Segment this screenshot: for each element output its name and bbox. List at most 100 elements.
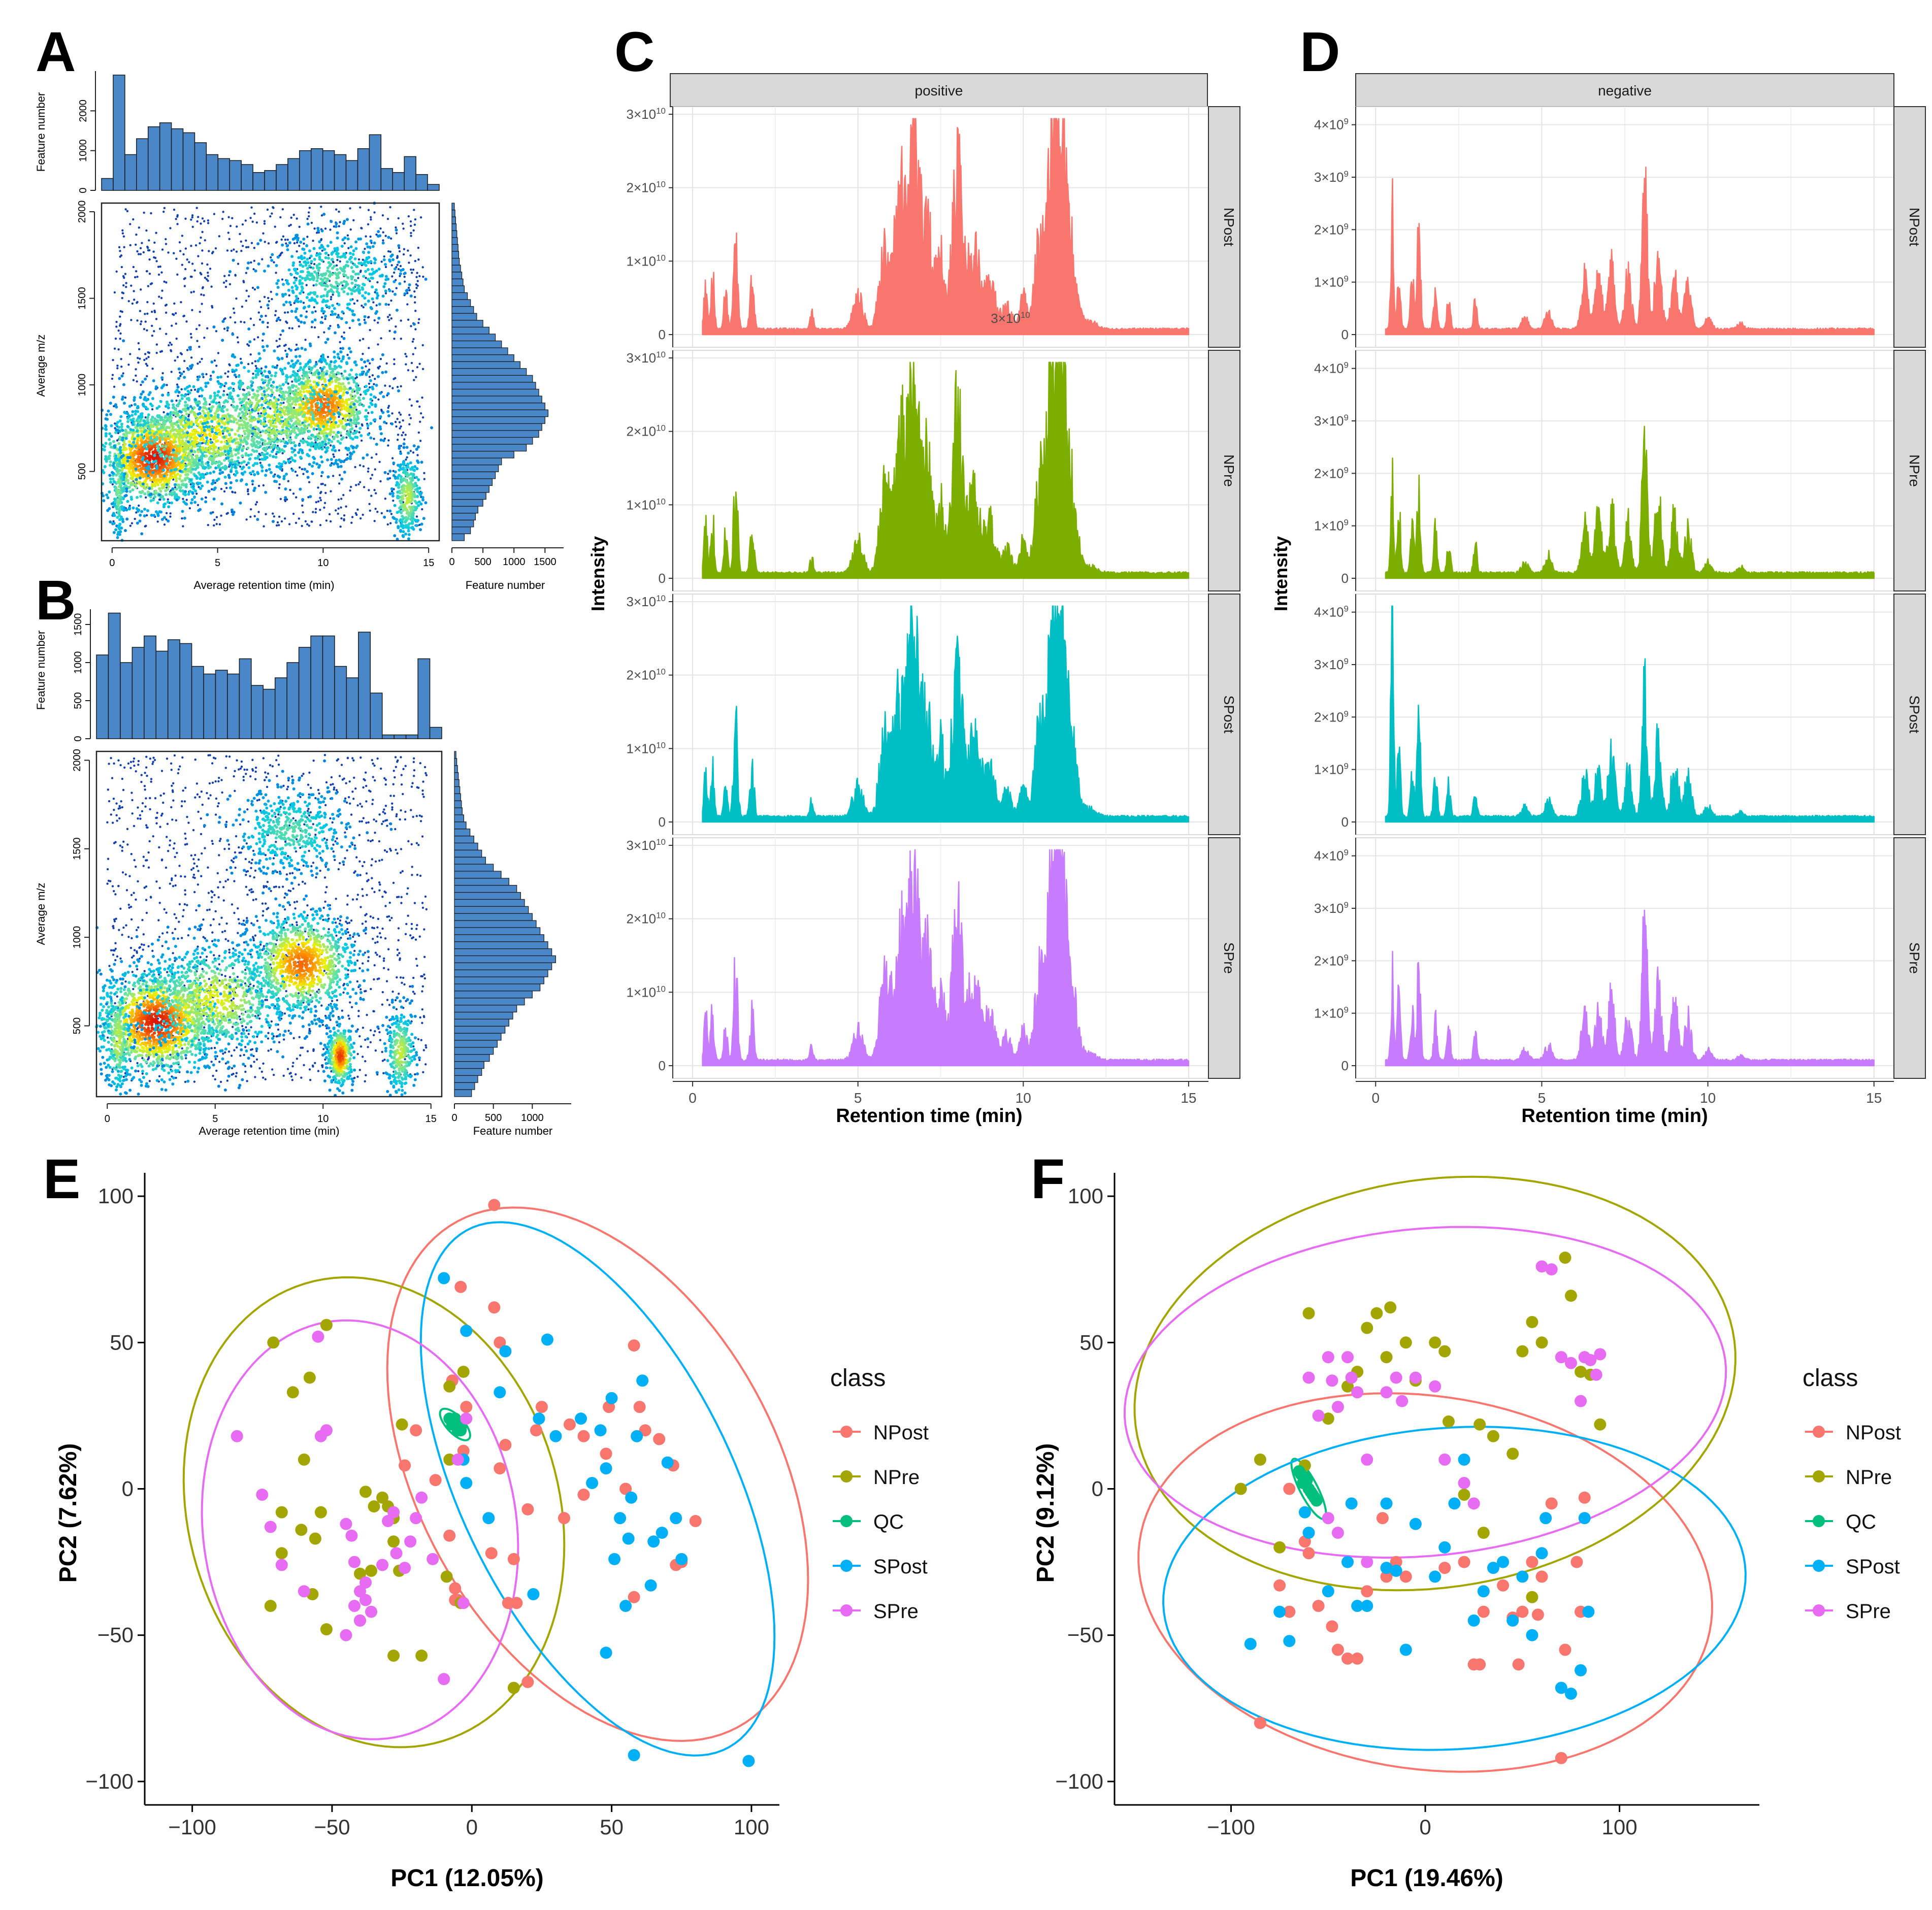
feature-point (349, 457, 352, 460)
feature-point (223, 426, 226, 430)
feature-point (308, 481, 311, 483)
feature-point (155, 351, 158, 354)
feature-point (278, 483, 281, 486)
feature-point (356, 411, 359, 415)
feature-point (212, 453, 216, 456)
feature-point (188, 507, 191, 510)
feature-point (421, 368, 424, 370)
feature-point (232, 382, 236, 385)
feature-point (220, 487, 223, 490)
feature-point (117, 432, 120, 435)
feature-point (373, 418, 377, 421)
feature-point (266, 406, 270, 409)
feature-point (137, 253, 140, 255)
feature-point (166, 467, 169, 470)
top-hist-bar (287, 158, 300, 191)
feature-point (279, 403, 282, 407)
feature-point (308, 379, 312, 383)
feature-point (204, 403, 208, 406)
feature-point (186, 473, 189, 476)
feature-point (234, 491, 237, 494)
feature-point (153, 311, 156, 314)
feature-point (197, 504, 200, 506)
feature-point (182, 492, 185, 496)
feature-point (166, 402, 169, 405)
feature-point (132, 441, 136, 444)
feature-point (176, 273, 179, 276)
feature-point (306, 470, 309, 473)
feature-point (230, 470, 233, 473)
feature-point (325, 413, 329, 417)
feature-point (119, 250, 121, 252)
feature-point (339, 465, 343, 468)
feature-point (248, 411, 252, 415)
feature-point (240, 406, 244, 409)
feature-point (293, 276, 296, 279)
feature-point (203, 398, 207, 401)
feature-point (185, 412, 188, 416)
feature-point (354, 373, 358, 376)
feature-point (314, 508, 317, 510)
feature-point (104, 442, 108, 445)
feature-point (224, 372, 226, 375)
feature-point (393, 337, 396, 340)
feature-point (332, 475, 335, 477)
feature-point (140, 433, 144, 437)
feature-point (131, 420, 135, 423)
top-hist-bar (264, 170, 277, 191)
feature-point (194, 454, 198, 458)
feature-point (348, 451, 352, 455)
feature-point (306, 476, 310, 479)
feature-point (320, 316, 323, 319)
feature-point (354, 512, 357, 515)
feature-point (362, 465, 365, 468)
feature-point (342, 391, 346, 394)
feature-point (160, 474, 163, 477)
feature-point (323, 380, 327, 383)
feature-point (173, 483, 177, 486)
feature-point (305, 310, 308, 313)
feature-point (266, 208, 269, 211)
feature-point (379, 227, 382, 230)
panel-letter-a: A (36, 21, 76, 83)
feature-point (168, 455, 172, 459)
feature-point (165, 425, 169, 429)
feature-point (163, 502, 167, 506)
feature-point (222, 452, 225, 456)
feature-point (184, 464, 188, 468)
feature-point (365, 235, 367, 238)
feature-point (133, 403, 137, 406)
feature-point (390, 490, 394, 493)
feature-point (160, 386, 163, 389)
feature-point (183, 376, 186, 379)
feature-point (343, 370, 347, 373)
feature-point (122, 433, 126, 436)
feature-point (144, 480, 147, 483)
feature-point (253, 247, 256, 249)
feature-point (192, 406, 196, 410)
right-hist-bar (451, 334, 496, 342)
feature-point (107, 409, 110, 413)
feature-point (405, 458, 407, 461)
feature-point (182, 450, 186, 453)
feature-point (326, 355, 330, 358)
feature-point (223, 422, 226, 426)
feature-point (251, 388, 254, 392)
feature-point (417, 258, 420, 261)
feature-point (200, 293, 203, 296)
feature-point (340, 419, 343, 423)
feature-point (205, 447, 209, 450)
feature-point (345, 505, 347, 508)
feature-point (191, 491, 194, 495)
feature-point (171, 324, 173, 327)
feature-point (222, 393, 225, 397)
feature-point (210, 430, 214, 434)
feature-point (168, 344, 170, 347)
feature-point (115, 405, 118, 409)
feature-point (222, 281, 225, 284)
feature-point (285, 498, 288, 501)
feature-point (241, 305, 244, 308)
feature-point (134, 276, 137, 279)
feature-point (122, 275, 125, 278)
feature-point (407, 249, 409, 252)
